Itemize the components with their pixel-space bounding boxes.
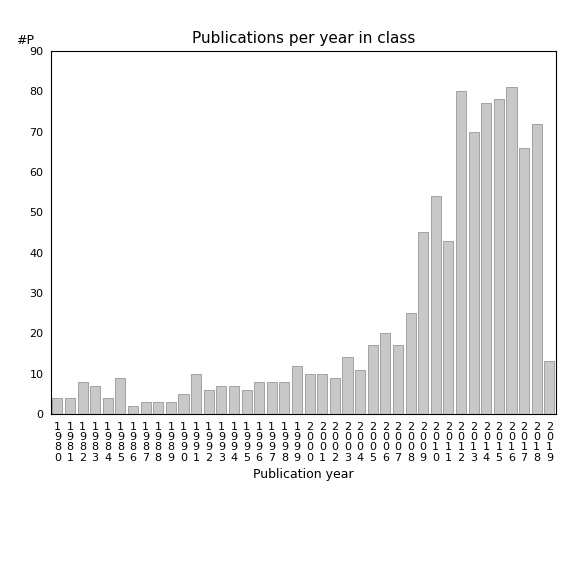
- Bar: [342, 357, 353, 414]
- Bar: [544, 362, 555, 414]
- Bar: [380, 333, 391, 414]
- Bar: [280, 382, 290, 414]
- Bar: [330, 378, 340, 414]
- Bar: [52, 398, 62, 414]
- Text: #P: #P: [16, 35, 33, 48]
- Bar: [103, 398, 113, 414]
- Bar: [78, 382, 88, 414]
- Bar: [179, 393, 189, 414]
- Bar: [90, 386, 100, 414]
- X-axis label: Publication year: Publication year: [253, 468, 354, 481]
- Bar: [166, 402, 176, 414]
- Bar: [229, 386, 239, 414]
- Bar: [456, 91, 466, 414]
- Bar: [481, 103, 492, 414]
- Bar: [431, 196, 441, 414]
- Bar: [115, 378, 125, 414]
- Bar: [355, 370, 365, 414]
- Bar: [532, 124, 542, 414]
- Bar: [393, 345, 403, 414]
- Bar: [519, 148, 529, 414]
- Bar: [367, 345, 378, 414]
- Bar: [204, 390, 214, 414]
- Bar: [304, 374, 315, 414]
- Bar: [128, 406, 138, 414]
- Bar: [443, 240, 454, 414]
- Bar: [506, 87, 517, 414]
- Bar: [141, 402, 151, 414]
- Bar: [65, 398, 75, 414]
- Bar: [153, 402, 163, 414]
- Title: Publications per year in class: Publications per year in class: [192, 31, 415, 46]
- Bar: [216, 386, 226, 414]
- Bar: [405, 313, 416, 414]
- Bar: [292, 366, 302, 414]
- Bar: [317, 374, 327, 414]
- Bar: [494, 99, 504, 414]
- Bar: [266, 382, 277, 414]
- Bar: [418, 232, 428, 414]
- Bar: [191, 374, 201, 414]
- Bar: [242, 390, 252, 414]
- Bar: [254, 382, 264, 414]
- Bar: [468, 132, 479, 414]
